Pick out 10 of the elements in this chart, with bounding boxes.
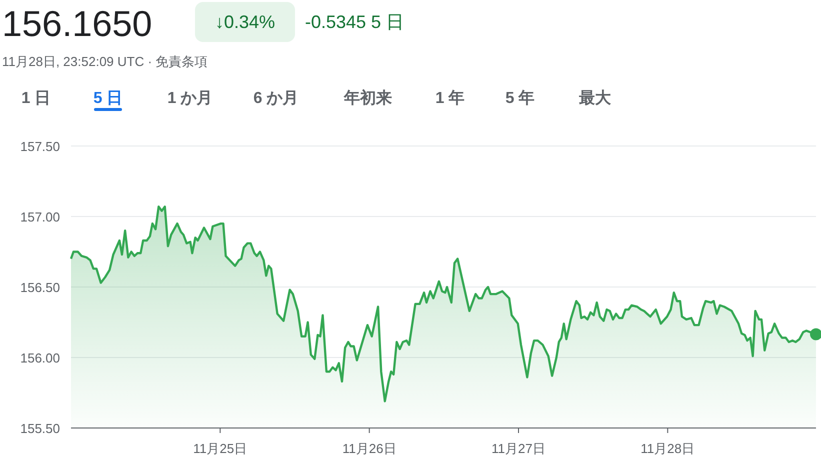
y-tick-label: 156.50	[20, 280, 60, 295]
x-tick-label: 11月25日	[193, 441, 248, 456]
y-tick-label: 155.50	[20, 421, 60, 436]
x-tick-label: 11月27日	[492, 441, 546, 456]
chart-title: 156.1650	[2, 3, 152, 44]
x-tick-label: 11月26日	[342, 441, 396, 456]
y-tick-label: 157.50	[20, 139, 60, 154]
y-tick-label: 157.00	[20, 210, 60, 224]
y-tick-label: 156.00	[20, 350, 60, 366]
x-tick-label: 11月28日	[640, 441, 695, 456]
